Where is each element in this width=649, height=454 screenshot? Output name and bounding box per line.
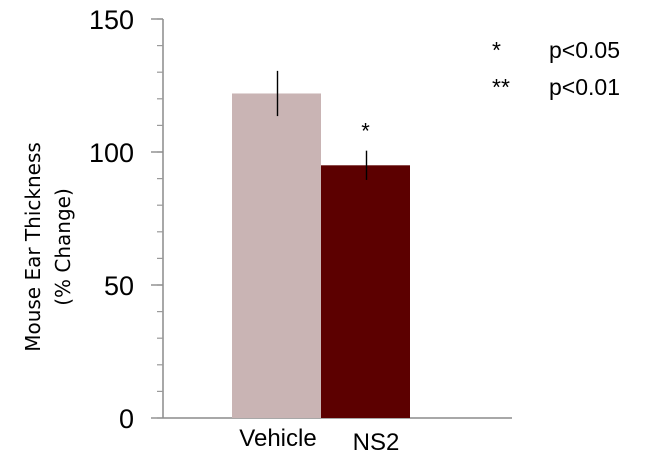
legend-symbol-1: * <box>492 37 501 63</box>
x-category-label: NS2 <box>353 429 400 454</box>
y-tick-label: 0 <box>119 404 134 434</box>
significance-mark: * <box>361 119 370 144</box>
legend-text-1: p<0.05 <box>549 37 620 63</box>
legend-text-2: p<0.01 <box>549 74 620 100</box>
bar-vehicle <box>232 93 321 418</box>
legend: * p<0.05 ** p<0.01 <box>492 37 620 100</box>
y-tick-label: 100 <box>89 138 134 168</box>
x-category-label: Vehicle <box>239 425 316 452</box>
y-axis-title-line1: Mouse Ear Thickness <box>21 142 45 352</box>
bar-ns2 <box>321 165 410 418</box>
legend-symbol-2: ** <box>492 74 510 100</box>
y-tick-label: 50 <box>104 271 134 301</box>
y-tick-label: 150 <box>89 5 134 35</box>
y-axis-title-line2: (% Change) <box>51 188 75 306</box>
